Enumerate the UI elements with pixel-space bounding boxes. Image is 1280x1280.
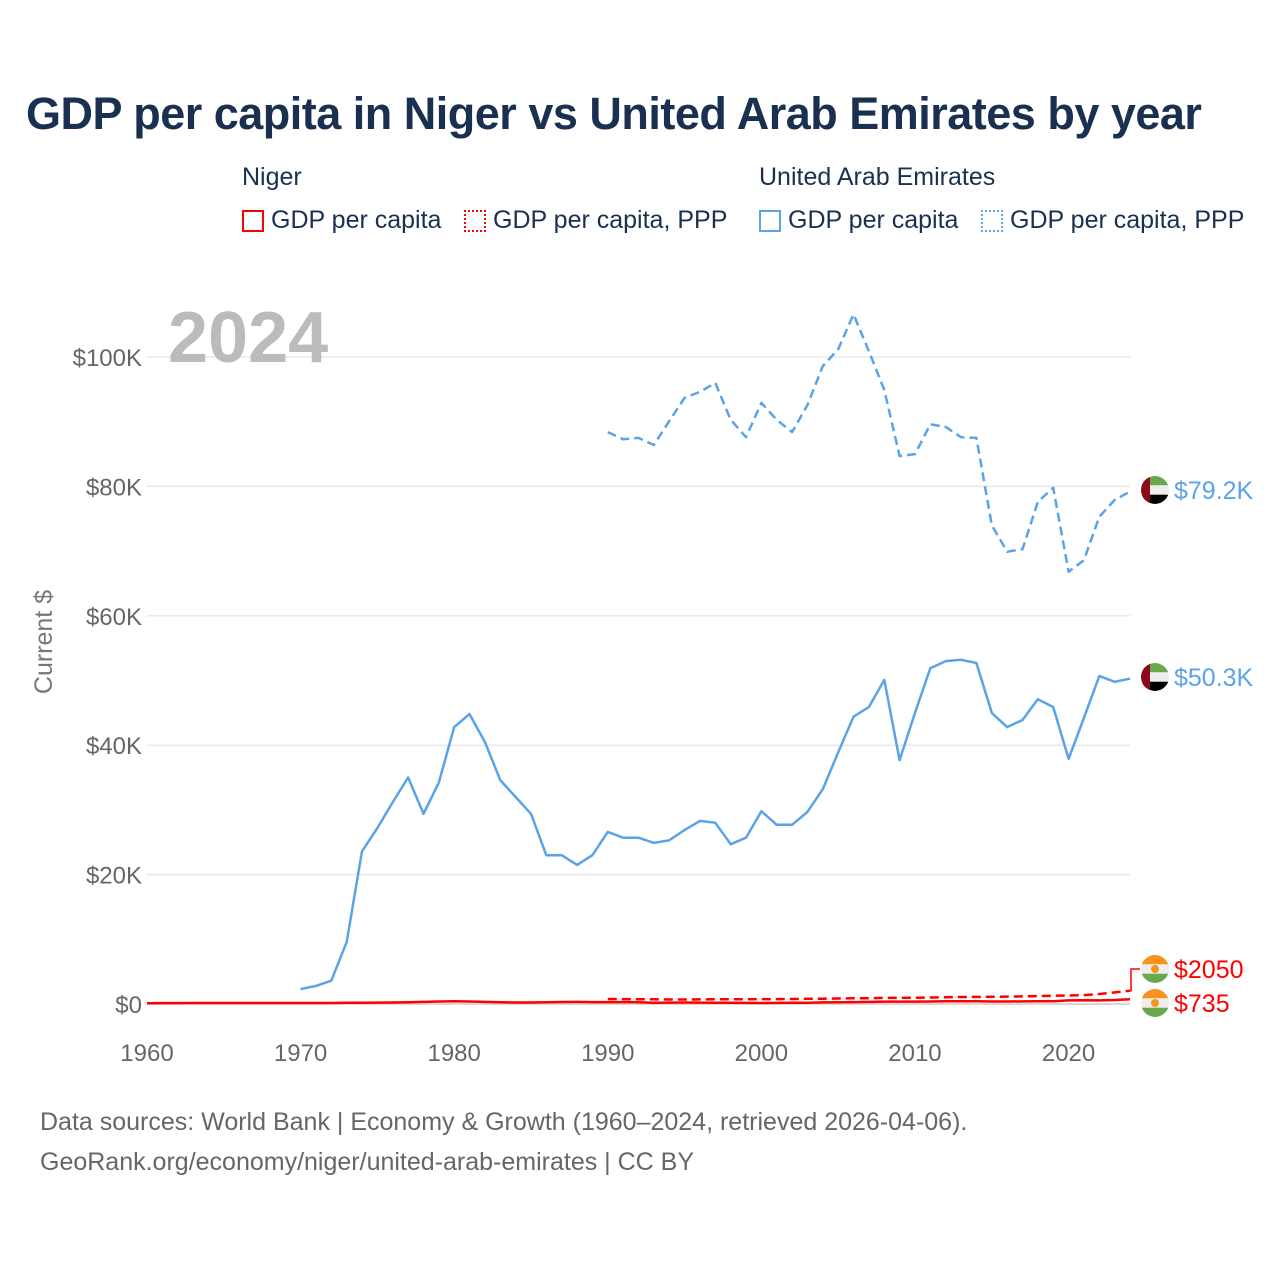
uae-flag-icon [1141, 663, 1169, 691]
flag-stripe [1141, 955, 1169, 965]
flag-clip [1141, 955, 1169, 983]
flag-stripe [1141, 494, 1169, 504]
flag-clip [1141, 989, 1169, 1017]
legend-label: GDP per capita, PPP [493, 206, 728, 234]
legend-swatch-solid [242, 209, 264, 232]
footer-link[interactable]: GeoRank.org/economy/niger/united-arab-em… [40, 1148, 695, 1176]
series-line-0 [607, 313, 1131, 574]
y-tick-label: $40K [86, 733, 142, 760]
x-tick-label: 2000 [735, 1040, 788, 1067]
flag-clip [1141, 476, 1169, 504]
y-tick-label: $80K [86, 474, 142, 501]
legend-swatch-dotted [464, 209, 486, 232]
x-tick-label: 2020 [1042, 1040, 1095, 1067]
y-tick-label: $100K [73, 345, 142, 372]
flag-clip [1141, 663, 1169, 691]
flag-sun [1151, 965, 1159, 973]
x-tick-label: 2010 [888, 1040, 941, 1067]
flag-stripe [1141, 681, 1169, 691]
flag-stripe [1141, 1007, 1169, 1017]
legend-niger-ppp[interactable]: GDP per capita, PPP [464, 206, 727, 235]
end-value-label: $50.3K [1174, 664, 1254, 692]
legend-label: GDP per capita [788, 206, 959, 234]
series-line-1 [300, 658, 1131, 991]
flag-stripe [1141, 663, 1150, 691]
x-tick-label: 1990 [581, 1040, 634, 1067]
legend-uae-ppp[interactable]: GDP per capita, PPP [981, 206, 1244, 235]
legend-label: GDP per capita, PPP [1010, 206, 1245, 234]
flag-stripe [1141, 663, 1169, 673]
flag-stripe [1141, 672, 1169, 682]
label-connector [1130, 968, 1140, 992]
legend-niger-gdp[interactable]: GDP per capita [242, 206, 441, 235]
x-tick-label: 1960 [120, 1040, 173, 1067]
y-tick-label: $20K [86, 863, 142, 890]
x-tick-label: 1980 [427, 1040, 480, 1067]
uae-flag-icon [1141, 476, 1169, 504]
end-value-label: $79.2K [1174, 477, 1254, 505]
legend-label: GDP per capita [271, 206, 442, 234]
niger-flag-icon [1141, 955, 1169, 983]
year-watermark: 2024 [168, 298, 328, 378]
flag-stripe [1141, 989, 1169, 999]
footer-sources: Data sources: World Bank | Economy & Gro… [40, 1108, 968, 1136]
x-tick-label: 1970 [274, 1040, 327, 1067]
legend-uae-gdp[interactable]: GDP per capita [759, 206, 958, 235]
legend-group-uae: United Arab Emirates [759, 163, 996, 191]
flag-stripe [1141, 973, 1169, 983]
legend-group-niger: Niger [242, 163, 302, 191]
flag-stripe [1141, 476, 1150, 504]
chart-title: GDP per capita in Niger vs United Arab E… [26, 88, 1202, 139]
y-axis-label: Current $ [30, 590, 58, 694]
niger-flag-icon [1141, 989, 1169, 1017]
flag-stripe [1141, 476, 1169, 486]
y-tick-label: $0 [115, 992, 142, 1019]
flag-sun [1151, 999, 1159, 1007]
end-value-label: $2050 [1174, 956, 1244, 984]
legend-swatch-solid [759, 209, 781, 232]
flag-stripe [1141, 485, 1169, 495]
series-line-3 [146, 997, 1131, 1005]
series-line-2 [607, 989, 1131, 1001]
end-value-label: $735 [1174, 990, 1230, 1018]
legend-swatch-dotted [981, 209, 1003, 232]
y-tick-label: $60K [86, 604, 142, 631]
